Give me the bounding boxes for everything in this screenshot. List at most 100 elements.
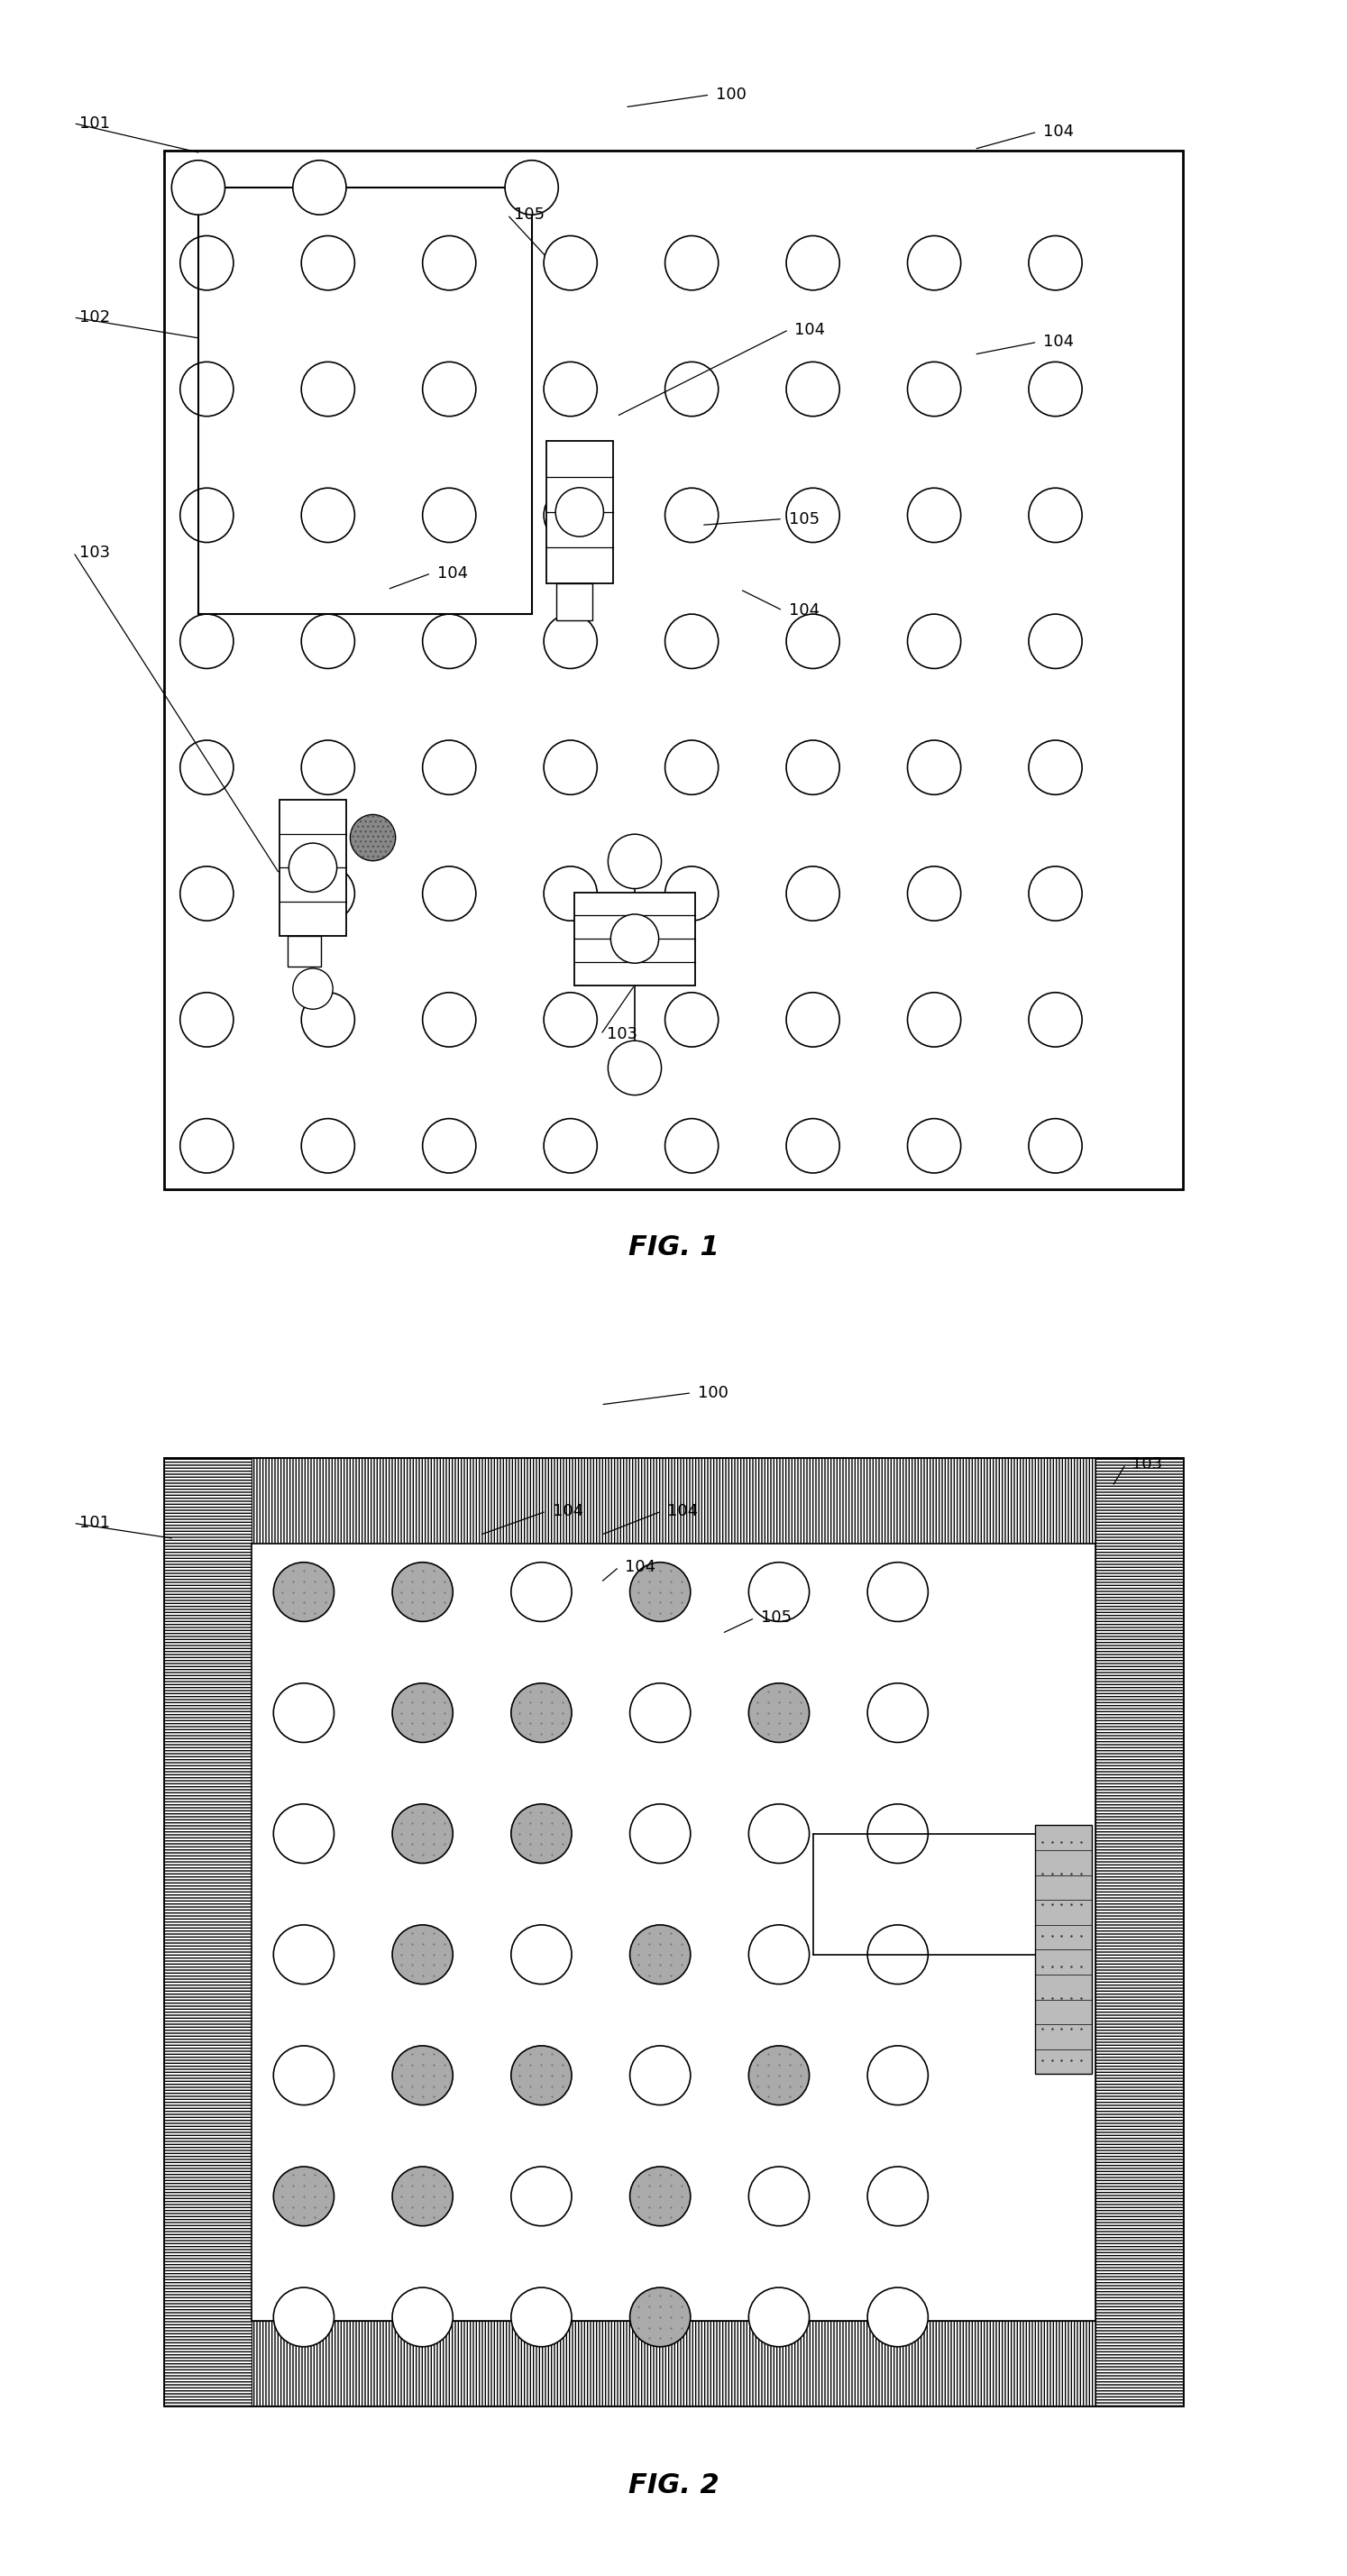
Circle shape <box>749 2045 810 2105</box>
Circle shape <box>787 361 839 417</box>
Circle shape <box>908 1118 960 1172</box>
Circle shape <box>630 2045 691 2105</box>
Circle shape <box>511 2166 571 2226</box>
Circle shape <box>511 1682 571 1741</box>
Circle shape <box>180 487 233 544</box>
Circle shape <box>423 237 475 291</box>
Text: 104: 104 <box>1044 335 1074 350</box>
Circle shape <box>749 1803 810 1862</box>
Circle shape <box>867 1561 928 1620</box>
Circle shape <box>908 992 960 1046</box>
Circle shape <box>544 237 597 291</box>
Circle shape <box>273 2287 334 2347</box>
Circle shape <box>392 1924 453 1984</box>
Circle shape <box>867 1682 928 1741</box>
Circle shape <box>665 866 718 920</box>
Circle shape <box>180 739 233 793</box>
Text: 104: 104 <box>795 322 826 337</box>
Circle shape <box>423 866 475 920</box>
Circle shape <box>544 1118 597 1172</box>
Circle shape <box>867 1924 928 1984</box>
Circle shape <box>544 866 597 920</box>
Circle shape <box>288 842 337 891</box>
Text: 105: 105 <box>761 1610 792 1625</box>
Text: 104: 104 <box>789 603 819 618</box>
Circle shape <box>787 1118 839 1172</box>
Text: 104: 104 <box>552 1504 583 1520</box>
Circle shape <box>511 1803 571 1862</box>
Circle shape <box>544 992 597 1046</box>
Circle shape <box>867 1803 928 1862</box>
Circle shape <box>749 1924 810 1984</box>
Bar <box>1095 1458 1183 2406</box>
Circle shape <box>423 361 475 417</box>
Text: 103: 103 <box>79 544 110 562</box>
Circle shape <box>180 866 233 920</box>
Circle shape <box>292 160 346 214</box>
Bar <box>164 1458 1183 1543</box>
Circle shape <box>392 1682 453 1741</box>
Circle shape <box>544 361 597 417</box>
Circle shape <box>273 1682 334 1741</box>
Circle shape <box>908 361 960 417</box>
Circle shape <box>180 1118 233 1172</box>
Circle shape <box>555 487 603 536</box>
Circle shape <box>273 2166 334 2226</box>
Circle shape <box>749 1561 810 1620</box>
Text: FIG. 1: FIG. 1 <box>628 1234 719 1260</box>
Circle shape <box>607 835 661 889</box>
Circle shape <box>665 992 718 1046</box>
Circle shape <box>180 361 233 417</box>
Circle shape <box>544 613 597 670</box>
Circle shape <box>610 914 659 963</box>
Circle shape <box>544 739 597 793</box>
Circle shape <box>180 237 233 291</box>
Circle shape <box>392 1561 453 1620</box>
Circle shape <box>908 739 960 793</box>
Text: 104: 104 <box>625 1558 656 1574</box>
Circle shape <box>867 2166 928 2226</box>
Text: 102: 102 <box>79 309 110 325</box>
Circle shape <box>423 613 475 670</box>
Circle shape <box>749 1682 810 1741</box>
Circle shape <box>1029 866 1082 920</box>
Circle shape <box>302 866 354 920</box>
Text: 105: 105 <box>789 510 819 528</box>
Circle shape <box>302 237 354 291</box>
Circle shape <box>908 487 960 544</box>
Bar <box>198 188 532 613</box>
Circle shape <box>787 237 839 291</box>
Text: 103: 103 <box>607 1025 637 1043</box>
Circle shape <box>423 1118 475 1172</box>
Bar <box>164 1458 1183 2406</box>
Text: 104: 104 <box>436 564 467 582</box>
Text: 105: 105 <box>513 206 544 224</box>
Circle shape <box>423 992 475 1046</box>
Circle shape <box>292 969 333 1010</box>
Text: 104: 104 <box>1044 124 1074 139</box>
Circle shape <box>302 361 354 417</box>
Circle shape <box>1029 992 1082 1046</box>
Circle shape <box>350 814 396 860</box>
Circle shape <box>180 992 233 1046</box>
Circle shape <box>908 613 960 670</box>
Circle shape <box>511 1561 571 1620</box>
Bar <box>280 799 346 935</box>
Circle shape <box>1029 1118 1082 1172</box>
Circle shape <box>511 1924 571 1984</box>
Circle shape <box>273 1924 334 1984</box>
Circle shape <box>630 2166 691 2226</box>
Circle shape <box>665 1118 718 1172</box>
Circle shape <box>511 2045 571 2105</box>
Circle shape <box>665 613 718 670</box>
Circle shape <box>630 1803 691 1862</box>
Text: 104: 104 <box>668 1504 698 1520</box>
Circle shape <box>392 1803 453 1862</box>
Bar <box>164 2321 1183 2406</box>
Circle shape <box>273 1803 334 1862</box>
Text: 101: 101 <box>79 1515 110 1530</box>
Circle shape <box>665 237 718 291</box>
Text: 101: 101 <box>79 116 110 131</box>
Circle shape <box>302 1118 354 1172</box>
Text: 103: 103 <box>1131 1455 1162 1471</box>
